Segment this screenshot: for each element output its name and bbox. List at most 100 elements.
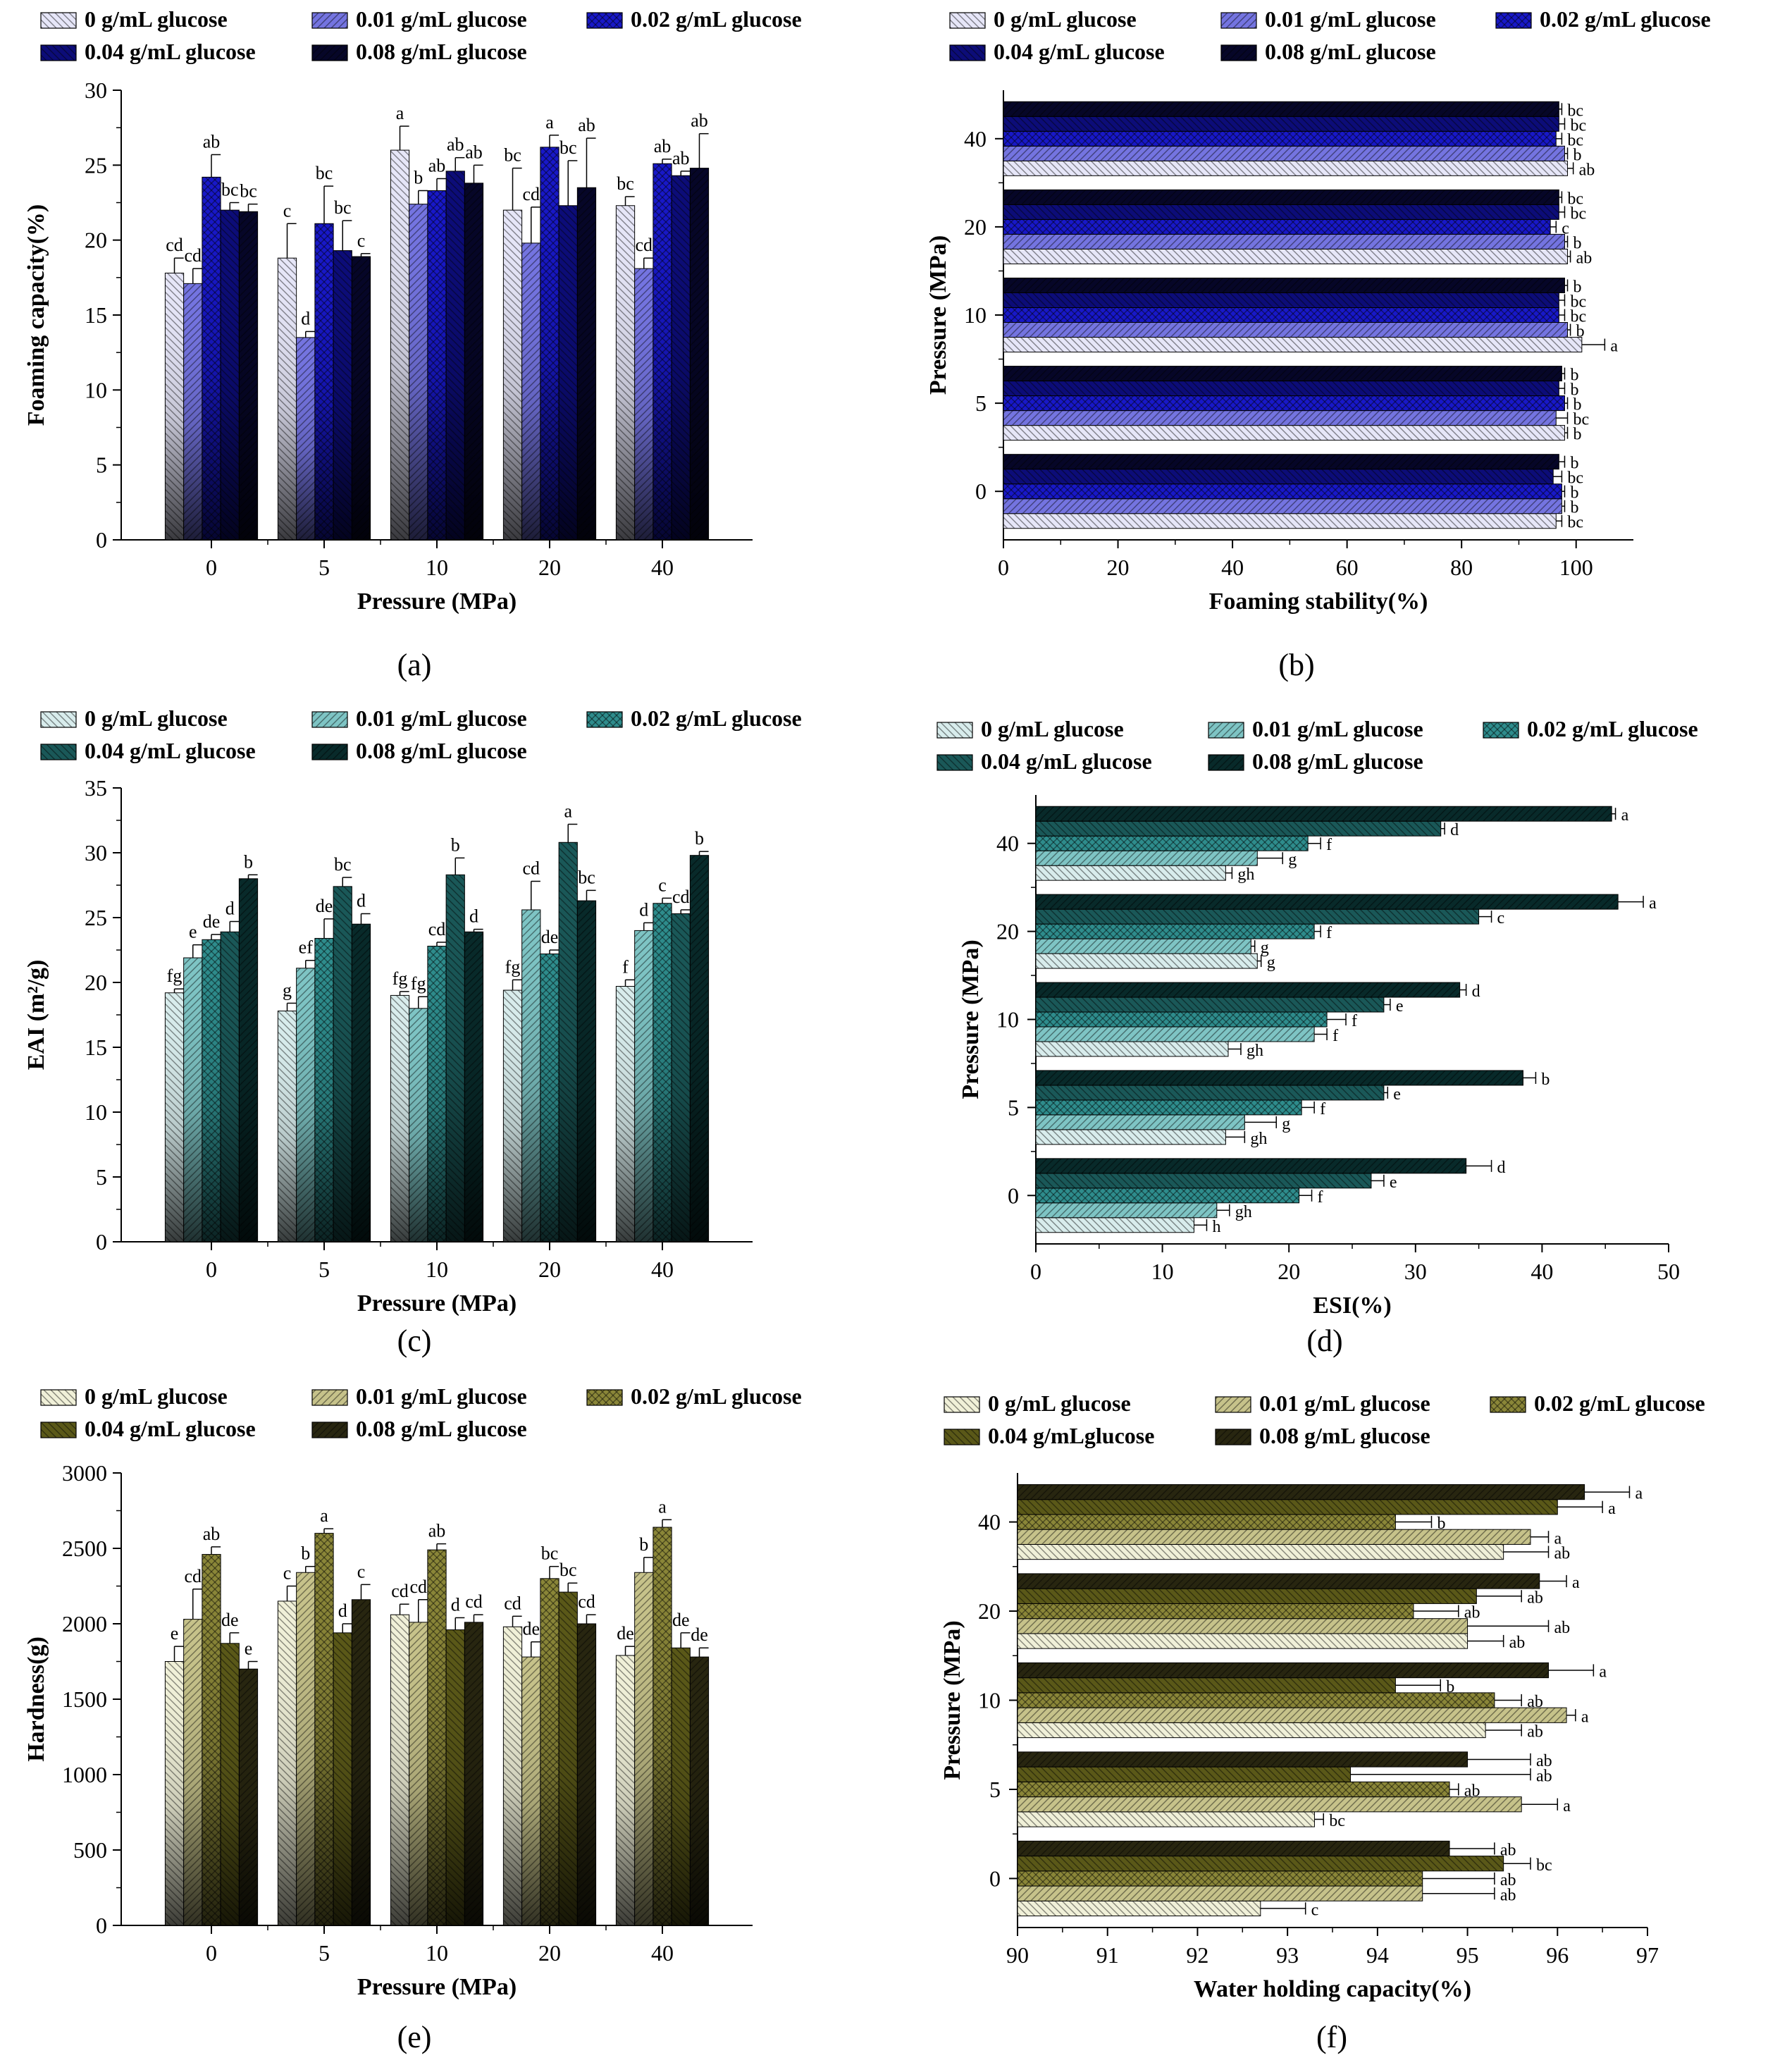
legend-label: 0.04 g/mLglucose (988, 1423, 1154, 1448)
bar (1003, 204, 1559, 220)
bar-shade (427, 946, 447, 1242)
bar-shade (239, 1669, 258, 1925)
bar-group: bc (1003, 513, 1583, 532)
y-tick-label: 10 (996, 1007, 1019, 1032)
bar-shade (427, 1550, 447, 1925)
legend-swatch (40, 744, 77, 760)
bar (1003, 410, 1557, 426)
bar (1035, 894, 1619, 910)
bar-group: bc (576, 867, 597, 1242)
bar (1035, 1158, 1467, 1174)
bar (1003, 233, 1565, 249)
x-tick-label: 10 (426, 555, 448, 580)
x-axis-label: Pressure (MPa) (357, 588, 517, 615)
bar-group: ab (576, 115, 597, 541)
bar-shade (653, 164, 672, 540)
significance-letter: fg (505, 956, 521, 977)
significance-letter: b (1570, 366, 1578, 385)
significance-letter: gh (1235, 1203, 1252, 1221)
x-tick-label: 91 (1096, 1942, 1119, 1968)
legend-swatch (949, 44, 986, 61)
significance-letter: fg (167, 966, 183, 986)
legend-entry: 0.04 g/mL glucose (40, 1416, 256, 1441)
x-tick-label: 20 (538, 1940, 561, 1966)
significance-letter: a (1581, 1708, 1589, 1726)
panel-label: (a) (397, 648, 432, 682)
y-tick-label: 5 (1008, 1094, 1019, 1120)
legend-entry: 0.02 g/mL glucose (586, 705, 802, 731)
bar-group: bc (1003, 189, 1583, 208)
bar (1017, 1543, 1504, 1560)
bar-shade (314, 938, 334, 1242)
legend-label: 0.01 g/mL glucose (356, 6, 527, 32)
bar (1017, 1856, 1504, 1872)
legend-label: 0 g/mL glucose (85, 6, 228, 32)
bar (1003, 145, 1565, 161)
y-tick-label: 0 (96, 1913, 107, 1938)
bar-shade (333, 250, 352, 540)
bar-group: g (1035, 1114, 1290, 1133)
bar-group: b (1003, 322, 1585, 341)
bar-group: e (1035, 1173, 1397, 1192)
legend-swatch (1220, 12, 1257, 29)
legend-entry: 0.04 g/mLglucose (944, 1423, 1154, 1448)
bar (1035, 1114, 1245, 1130)
bar-group: b (634, 1534, 654, 1926)
significance-letter: ab (203, 131, 221, 152)
bar-group: bc (1017, 1856, 1552, 1875)
legend-swatch (936, 722, 973, 739)
bar-group: de (220, 1610, 240, 1926)
significance-letter: bc (1570, 204, 1586, 223)
bar-group: bc (333, 197, 352, 541)
significance-letter: a (1572, 1574, 1580, 1592)
bar-group: bc (1003, 101, 1583, 120)
legend-entry: 0 g/mL glucose (936, 716, 1124, 741)
significance-letter: cd (522, 184, 540, 204)
significance-letter: g (283, 980, 292, 1000)
axes: 90 91 92 93 94 95 96 97 0 5 10 20 40 Water holding ca… (939, 1473, 1659, 2002)
bar (1035, 1217, 1194, 1233)
significance-letter: bc (334, 197, 352, 218)
bar-shade (616, 986, 635, 1242)
bar-shade (672, 175, 691, 541)
y-tick-label: 1500 (62, 1686, 107, 1712)
bar-group: ab (1017, 1885, 1516, 1904)
significance-letter: d (1450, 821, 1459, 839)
bar-group: e (1035, 997, 1404, 1016)
bar-shade (278, 1601, 297, 1925)
bar (1035, 835, 1309, 851)
bar-group: b (1035, 1070, 1550, 1089)
legend-label: 0.04 g/mL glucose (85, 1416, 256, 1441)
bar-group: c (277, 1563, 297, 1926)
bar-shade (690, 168, 709, 540)
bar-group: b (296, 1543, 316, 1926)
significance-letter: b (1573, 278, 1582, 296)
significance-letter: b (1446, 1678, 1454, 1696)
bar-shade (634, 930, 653, 1242)
legend-entry: 0.08 g/mL glucose (311, 39, 527, 64)
significance-letter: b (1573, 426, 1582, 444)
significance-letter: d (301, 308, 310, 328)
bar-shade (427, 190, 447, 540)
significance-letter: d (469, 906, 478, 927)
bar (1017, 1796, 1522, 1813)
significance-letter: gh (1247, 1042, 1263, 1060)
bar (1035, 1188, 1300, 1204)
bar-group: b (238, 851, 259, 1242)
legend-label: 0.08 g/mL glucose (356, 738, 527, 763)
bar (1035, 1070, 1523, 1086)
bar (1003, 498, 1562, 514)
legend-entry: 0 g/mL glucose (40, 6, 228, 32)
x-axis-label: Pressure (MPa) (357, 1974, 517, 2000)
bar-group: b (445, 834, 465, 1242)
legend-swatch (311, 1389, 348, 1406)
bar-shade (653, 1527, 672, 1925)
bar-group: a (1035, 806, 1629, 825)
bar-group: de (671, 1610, 691, 1926)
bar (1017, 1514, 1396, 1530)
significance-letter: a (1599, 1663, 1607, 1682)
legend-label: 0.01 g/mL glucose (356, 1383, 527, 1409)
significance-letter: c (1497, 909, 1505, 927)
bar (1003, 130, 1557, 147)
legend-swatch (311, 744, 348, 760)
